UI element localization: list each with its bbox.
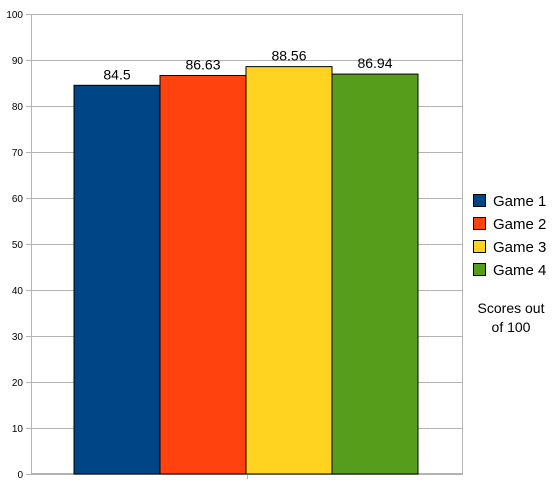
bar-3	[245, 66, 333, 475]
legend-swatch-1	[473, 194, 486, 207]
data-label-1: 84.5	[103, 66, 130, 82]
data-labels: 84.5 86.63 88.56 86.94	[103, 48, 392, 83]
bar-1	[73, 84, 161, 475]
legend-swatch-4	[473, 263, 486, 276]
y-tick-label-20: 20	[12, 378, 24, 389]
y-tick-label-100: 100	[6, 10, 23, 21]
legend-label-3: Game 3	[493, 239, 546, 256]
y-tick-label-60: 60	[12, 194, 24, 205]
y-tick-label-50: 50	[12, 240, 24, 251]
note-line-2: of 100	[492, 319, 531, 335]
bars	[73, 66, 419, 475]
y-tick-label-40: 40	[12, 286, 24, 297]
y-tick-label-70: 70	[12, 148, 24, 159]
y-tick-label-80: 80	[12, 102, 24, 113]
y-tick-label-0: 0	[17, 470, 23, 481]
legend-label-4: Game 4	[493, 262, 546, 279]
legend-swatch-3	[473, 240, 486, 253]
legend-label-2: Game 2	[493, 216, 546, 233]
axes: 0 10 20 30 40 50 60 70 80 90 100	[6, 10, 463, 481]
legend-label-1: Game 1	[493, 193, 546, 210]
bar-2	[159, 75, 247, 475]
legend: Game 1 Game 2 Game 3 Game 4	[473, 193, 546, 279]
data-label-3: 88.56	[271, 48, 306, 64]
y-tick-label-90: 90	[12, 56, 24, 67]
y-tick-label-30: 30	[12, 332, 24, 343]
note-line-1: Scores out	[478, 300, 545, 316]
data-label-4: 86.94	[357, 55, 392, 71]
legend-swatch-2	[473, 217, 486, 230]
bar-4	[331, 73, 419, 475]
data-label-2: 86.63	[185, 57, 220, 73]
chart-note: Scores out of 100	[478, 300, 545, 335]
y-tick-label-10: 10	[12, 424, 24, 435]
